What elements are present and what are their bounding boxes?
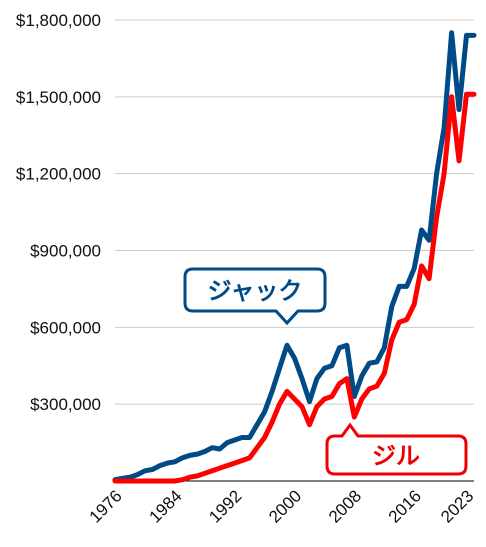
x-tick-label: 2016 — [385, 486, 425, 526]
x-tick-label: 2023 — [437, 486, 477, 526]
gridlines — [115, 19, 474, 405]
jack-callout-label: ジャック — [208, 277, 303, 305]
x-tick-label: 2000 — [265, 486, 305, 526]
x-tick-label: 1984 — [145, 486, 185, 526]
jill-callout: ジル — [325, 422, 468, 476]
y-tick-label: $1,800,000 — [16, 11, 101, 30]
y-tick-label: $1,500,000 — [16, 88, 101, 107]
jack-callout: ジャック — [183, 267, 327, 326]
series-lines — [112, 30, 477, 484]
jill-callout-label: ジル — [372, 442, 420, 470]
jill-callout-box — [325, 422, 468, 476]
x-axis-ticks: 1976 1984 1992 2000 2008 2016 2023 — [86, 486, 478, 526]
x-tick-label: 2008 — [325, 486, 365, 526]
y-tick-label: $600,000 — [30, 318, 101, 337]
series-line-0 — [112, 30, 477, 483]
y-tick-label: $1,200,000 — [16, 165, 101, 184]
y-axis-ticks: $300,000 $600,000 $900,000 $1,200,000 $1,500… — [16, 11, 101, 414]
x-tick-label: 1992 — [205, 486, 245, 526]
y-tick-label: $300,000 — [30, 395, 101, 414]
y-tick-label: $900,000 — [30, 242, 101, 261]
series-line-1 — [112, 91, 477, 484]
x-tick-label: 1976 — [86, 486, 126, 526]
jack-callout-box — [183, 267, 327, 326]
